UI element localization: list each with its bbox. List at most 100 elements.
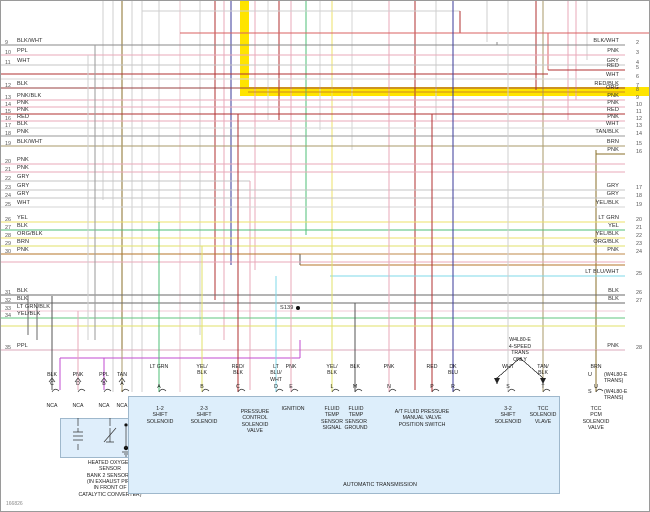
left-terminal-label-30: PNK	[17, 247, 29, 253]
trans-wire-label-S: WHT	[502, 364, 514, 370]
left-terminal-number-30: 30	[5, 249, 11, 255]
left-terminal-label-23: GRY	[17, 183, 30, 189]
right-terminal-label-14: TAN/BLK	[595, 129, 619, 135]
trans-wire-label-A: LT GRN	[149, 364, 169, 370]
left-terminal-label-25: WHT	[17, 200, 31, 206]
right-terminal-number-22: 22	[636, 233, 642, 239]
left-terminal-number-35: 35	[5, 345, 11, 351]
right-terminal-number-21: 21	[636, 225, 642, 231]
right-terminal-number-16: 16	[636, 149, 642, 155]
left-terminal-number-20: 20	[5, 159, 11, 165]
left-terminal-label-26: YEL	[17, 215, 28, 221]
left-terminal-number-34: 34	[5, 313, 11, 319]
left-terminal-number-28: 28	[5, 233, 11, 239]
left-terminal-label-29: BRN	[17, 239, 30, 245]
right-terminal-label-27: BLK	[608, 296, 619, 302]
splice-label: S139	[280, 305, 294, 311]
highlight-horizontal-segment	[240, 87, 650, 96]
left-terminal-number-18: 18	[5, 131, 11, 137]
o2-wire-label-C: BLK	[47, 372, 57, 378]
trans-component-name-B: 2-3 SHIFT SOLENOID	[190, 406, 218, 425]
left-terminal-label-12: BLK	[17, 81, 28, 87]
trans-component-name-A: 1-2 SHIFT SOLENOID	[146, 406, 174, 425]
o2-pin-letter-D: D	[76, 381, 80, 387]
left-terminal-number-22: 22	[5, 176, 11, 182]
right-terminal-number-11: 11	[636, 109, 642, 115]
o2-nca-A: NCA	[116, 403, 128, 409]
right-terminal-number-17: 17	[636, 185, 642, 191]
trans-component-name-E: IGNITION	[281, 406, 305, 412]
left-terminal-label-21: PNK	[17, 165, 29, 171]
right-terminal-label-21: YEL	[608, 223, 619, 229]
right-terminal-number-20: 20	[636, 217, 642, 223]
splice-dot	[296, 306, 300, 310]
trans-pin-letter-N: N	[387, 384, 391, 390]
trans-component-name-T: TCC SOLENOID VLAVE	[529, 406, 557, 425]
right-terminal-number-3: 3	[636, 50, 639, 56]
left-terminal-number-16: 16	[5, 116, 11, 122]
trans-component-name-L: FLUID TEMP SENSOR SIGNAL	[321, 406, 343, 432]
o2-nca-B: NCA	[98, 403, 110, 409]
right-terminal-number-12: 12	[636, 116, 642, 122]
trans-variant-s-pin: S	[588, 389, 592, 395]
right-terminal-label-24: PNK	[607, 247, 619, 253]
trans-component-name-S: 3-2 SHIFT SOLENOID	[494, 406, 522, 425]
trans-wire-label-B: YEL/ BLK	[196, 364, 208, 377]
right-terminal-number-19: 19	[636, 202, 642, 208]
left-terminal-label-18: PNK	[17, 129, 29, 135]
trans-variant-note: W4L80-E 4-SPEED TRANS ONLY	[508, 337, 532, 363]
left-terminal-label-10: PPL	[17, 48, 28, 54]
right-terminal-label-6: WHT	[605, 72, 619, 78]
trans-wire-label-R: DK BLU	[447, 364, 459, 377]
automatic-transmission-title: AUTOMATIC TRANSMISSION	[343, 482, 417, 488]
left-terminal-number-26: 26	[5, 217, 11, 223]
right-terminal-label-3: PNK	[607, 48, 619, 54]
left-terminal-label-16: RED	[17, 114, 30, 120]
figure-id: 166826	[6, 501, 23, 507]
trans-pin-letter-A: A	[157, 384, 161, 390]
left-terminal-label-22: GRY	[17, 174, 30, 180]
left-terminal-number-32: 32	[5, 298, 11, 304]
left-terminal-number-27: 27	[5, 225, 11, 231]
left-terminal-number-21: 21	[5, 167, 11, 173]
trans-wire-label-T: TAN/ BLK	[537, 364, 549, 377]
trans-wire-label-M: BLK	[350, 364, 360, 370]
trans-pin-letter-B: B	[200, 384, 204, 390]
border-top	[0, 0, 650, 1]
right-terminal-label-26: BLK	[608, 288, 619, 294]
trans-pin-letter-E: E	[289, 384, 293, 390]
left-terminal-label-13: PNK/BLK	[17, 93, 42, 99]
right-terminal-number-2: 2	[636, 40, 639, 46]
right-terminal-number-23: 23	[636, 241, 642, 247]
left-terminal-number-31: 31	[5, 290, 11, 296]
left-terminal-number-14: 14	[5, 102, 11, 108]
right-terminal-label-17: GRY	[606, 183, 619, 189]
o2-nca-D: NCA	[72, 403, 84, 409]
left-terminal-label-17: BLK	[17, 121, 28, 127]
right-terminal-number-15: 15	[636, 141, 642, 147]
right-terminal-number-26: 26	[636, 290, 642, 296]
trans-component-name-C: PRESSURE CONTROL SOLENOID VALVE	[240, 409, 270, 435]
left-terminal-label-28: ORG/BLK	[17, 231, 43, 237]
right-terminal-number-27: 27	[636, 298, 642, 304]
left-terminal-label-34: YEL/BLK	[17, 311, 41, 317]
trans-pin-letter-L: L	[330, 384, 334, 390]
right-terminal-number-8: 8	[636, 87, 639, 93]
trans-wire-label-E: PNK	[285, 364, 297, 370]
right-terminal-label-13: WHT	[605, 121, 619, 127]
o2-wire-label-A: TAN	[117, 372, 127, 378]
left-terminal-label-11: WHT	[17, 58, 31, 64]
right-terminal-label-25: LT BLU/WHT	[585, 269, 619, 275]
left-terminal-number-17: 17	[5, 123, 11, 129]
right-terminal-number-7: 7	[636, 83, 639, 89]
right-terminal-label-10: PNK	[607, 100, 619, 106]
trans-variant-s-label: (W4L80-E TRANS)	[604, 389, 628, 402]
automatic-transmission-box[interactable]	[128, 396, 560, 494]
trans-wire-label-N: PNK	[383, 364, 395, 370]
right-terminal-label-19: YEL/BLK	[595, 200, 619, 206]
right-terminal-label-7: RED/BLK	[594, 81, 619, 87]
left-terminal-label-9: BLK/WHT	[17, 38, 43, 44]
left-terminal-label-27: BLK	[17, 223, 28, 229]
o2-wire-label-D: PNK	[72, 372, 84, 378]
